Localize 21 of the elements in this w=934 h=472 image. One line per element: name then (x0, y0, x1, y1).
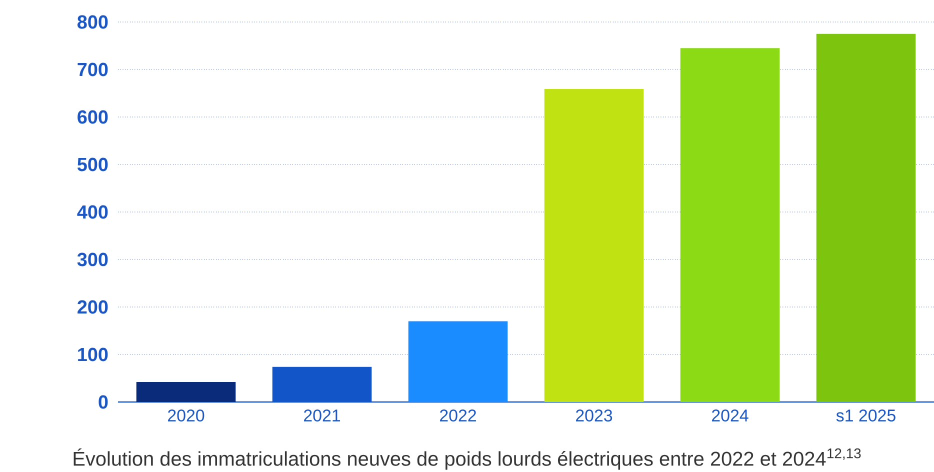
bar (680, 48, 780, 402)
y-tick-label: 700 (78, 62, 108, 76)
y-tick-label: 500 (77, 158, 108, 172)
y-tick-label: 800 (78, 15, 108, 29)
bar (136, 382, 236, 402)
x-tick-label: 2021 (304, 410, 340, 422)
bar (408, 321, 508, 402)
x-tick-label: 2022 (440, 410, 476, 422)
y-tick-label: 300 (77, 252, 108, 266)
x-tick-label: s1 2025 (836, 410, 896, 422)
y-tick-label: 200 (78, 300, 108, 314)
bar (544, 88, 644, 402)
x-tick-label: 2020 (168, 410, 204, 422)
y-tick-label: 100 (78, 348, 108, 362)
y-tick-label: 0 (98, 395, 108, 409)
x-tick-label: 2024 (712, 410, 748, 422)
x-tick-label: 2023 (576, 410, 612, 422)
y-tick-label: 600 (78, 110, 108, 124)
y-tick-label: 400 (77, 205, 108, 219)
bar (816, 34, 916, 402)
text: Évolution des immatriculations neuves de poids lourds électriques entre 2022 et 2024$^{12,13}$ (74, 448, 861, 470)
